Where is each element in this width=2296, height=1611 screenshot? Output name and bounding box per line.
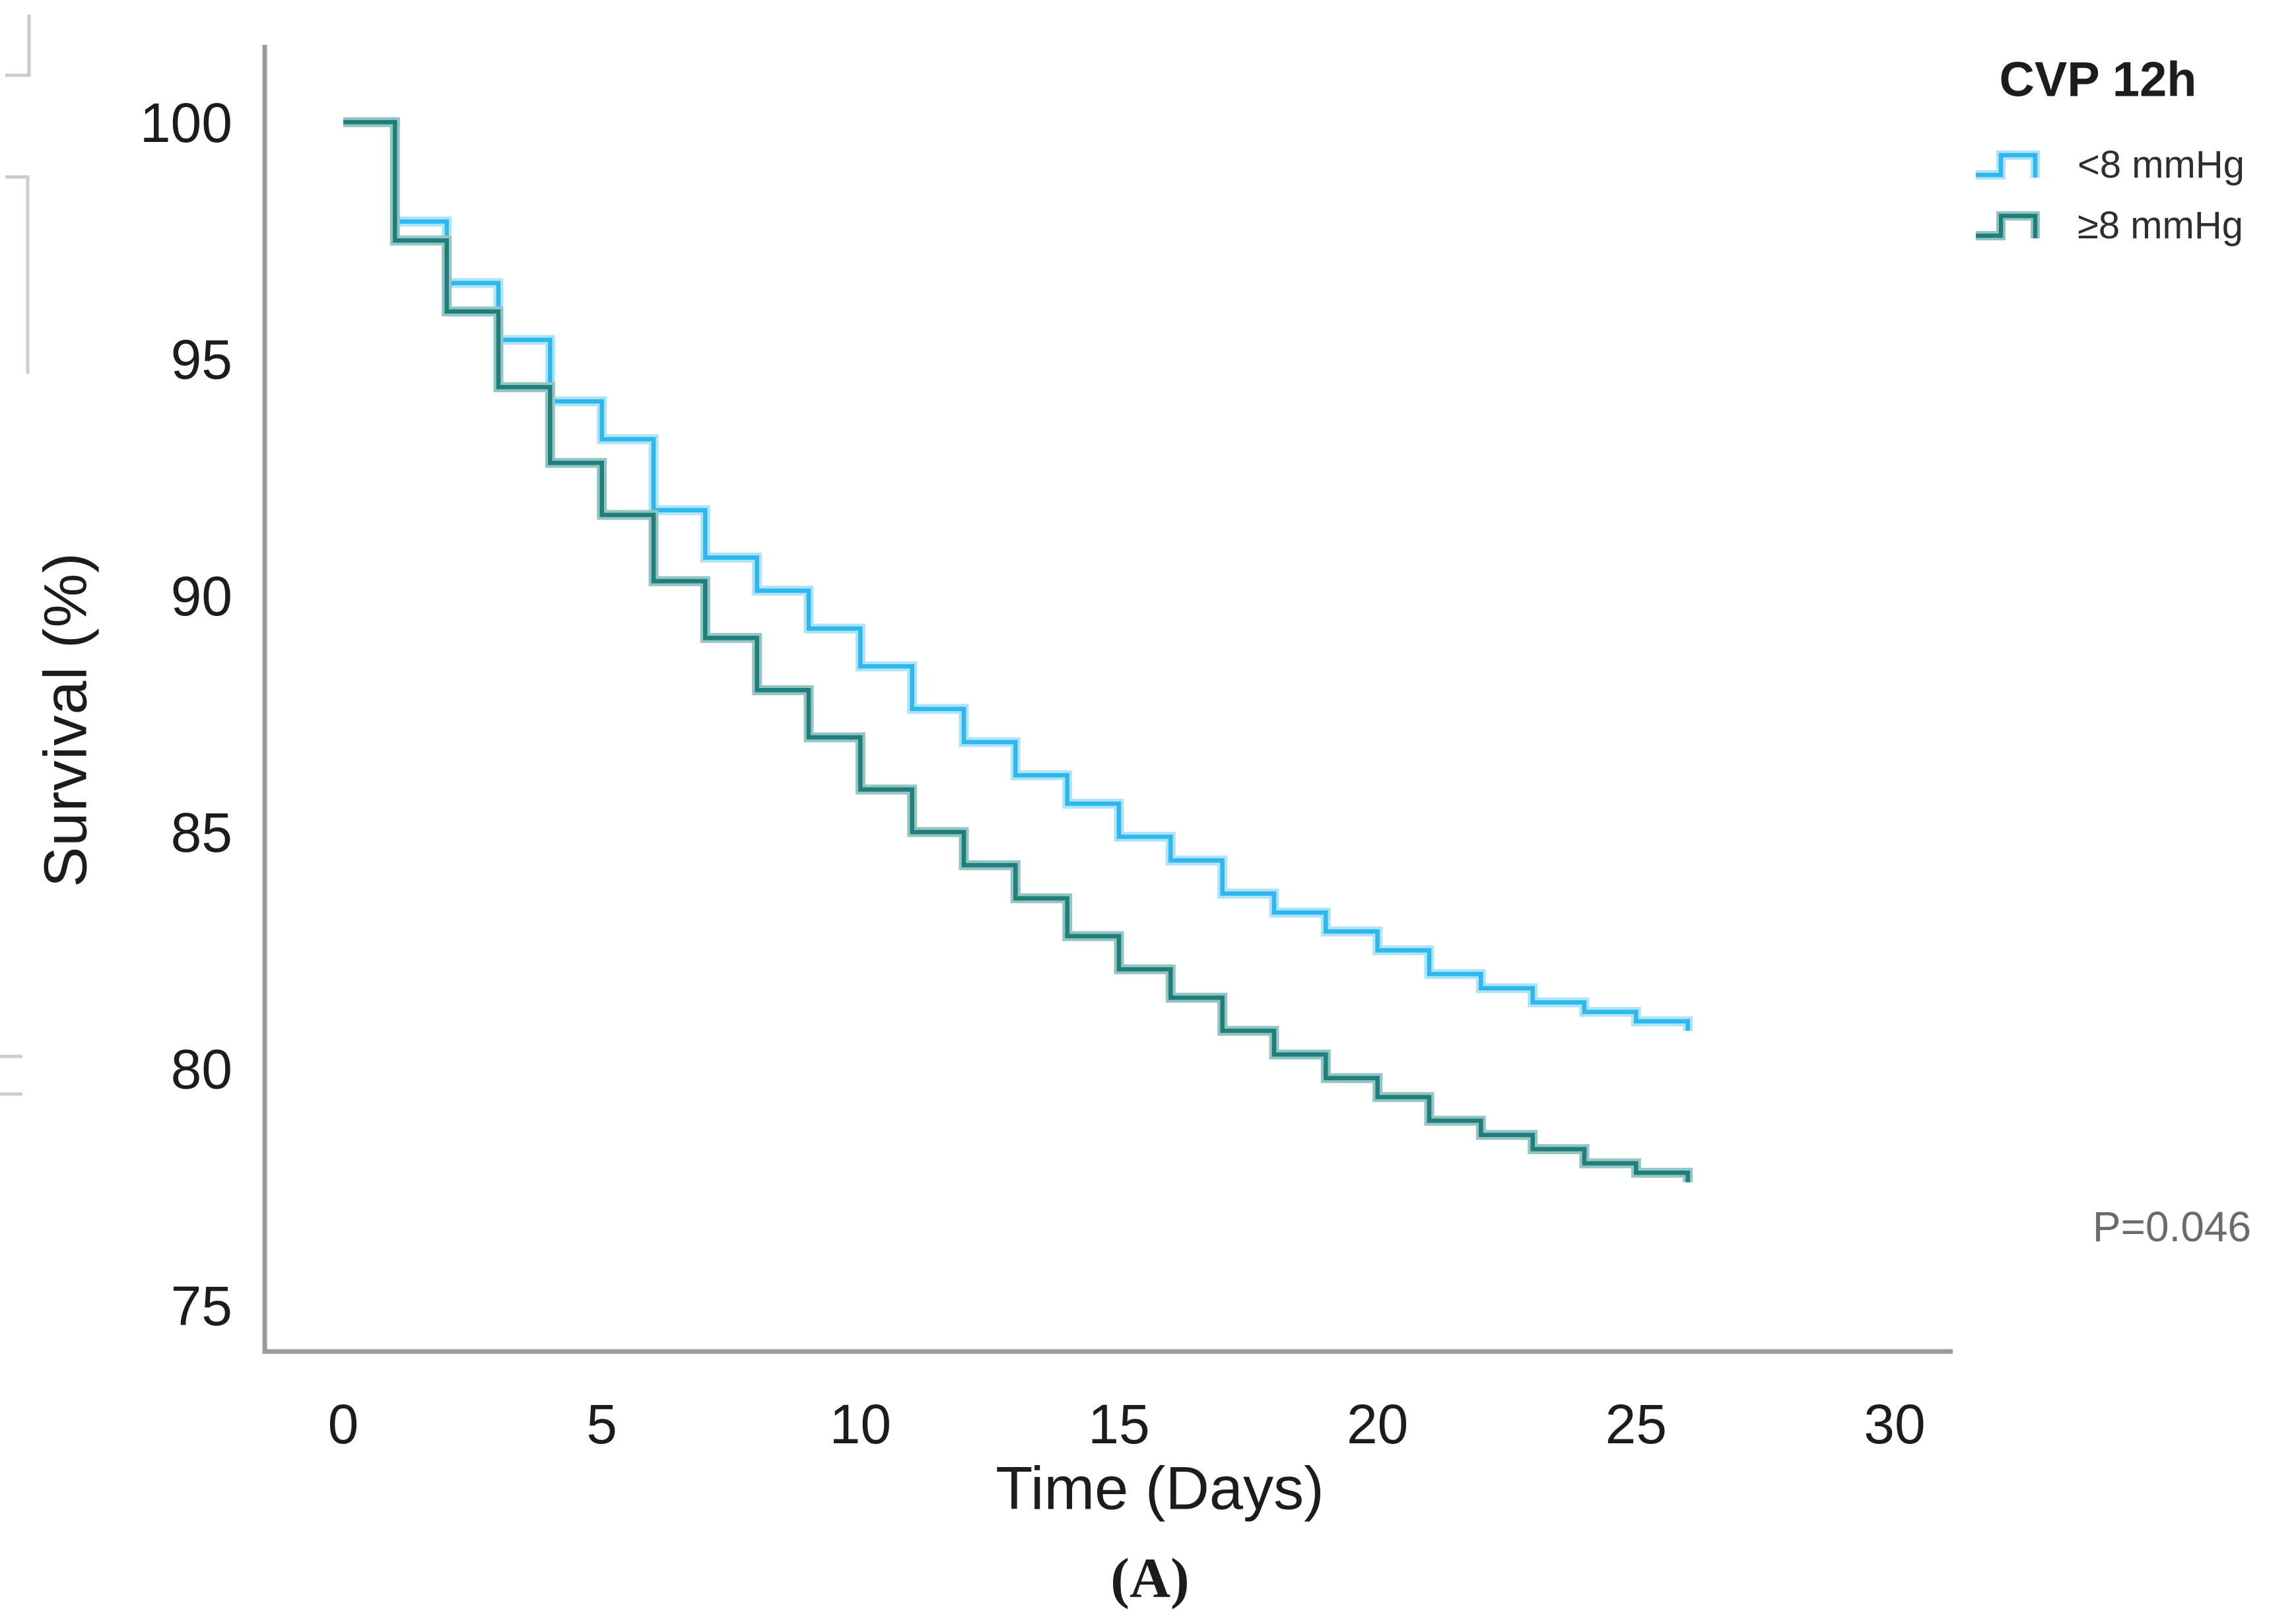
legend-title: CVP 12h xyxy=(1999,51,2197,107)
y-tick-label: 85 xyxy=(171,802,232,864)
y-tick-label: 100 xyxy=(140,92,232,154)
y-axis-title: Survival (%) xyxy=(32,552,100,887)
scan-artifact xyxy=(0,15,31,1096)
x-tick-label: 15 xyxy=(1088,1393,1149,1455)
legend-step-icon xyxy=(1976,211,2040,240)
x-axis-tick-labels: 0 5 10 15 20 25 30 xyxy=(328,1393,1926,1455)
legend-item: ≥8 mmHg xyxy=(1971,199,2245,251)
legend-item-label: <8 mmHg xyxy=(2077,143,2245,186)
legend: <8 mmHg ≥8 mmHg xyxy=(1971,139,2245,251)
y-tick-label: 95 xyxy=(171,328,232,390)
x-axis-title: Time (Days) xyxy=(996,1455,1324,1523)
curve-lt8mmhg xyxy=(343,120,1690,1031)
curve-halo-ge8mmhg xyxy=(343,117,1693,1183)
x-tick-label: 0 xyxy=(328,1393,359,1455)
x-tick-label: 5 xyxy=(586,1393,617,1455)
y-tick-label: 90 xyxy=(171,565,232,627)
x-tick-label: 25 xyxy=(1605,1393,1667,1455)
panel-label: (A) xyxy=(1110,1546,1190,1610)
legend-step-icon xyxy=(1976,151,2040,180)
p-value-annotation: P=0.046 xyxy=(2092,1203,2252,1251)
x-tick-label: 30 xyxy=(1864,1393,1925,1455)
y-axis-tick-labels: 100 95 90 85 80 75 xyxy=(140,92,232,1337)
survival-curves xyxy=(343,117,1693,1183)
legend-item-label: ≥8 mmHg xyxy=(2077,203,2243,247)
x-tick-label: 20 xyxy=(1347,1393,1408,1455)
legend-item: <8 mmHg xyxy=(1971,139,2245,190)
x-tick-label: 10 xyxy=(830,1393,891,1455)
curve-ge8mmhg xyxy=(343,120,1690,1183)
y-tick-label: 75 xyxy=(171,1275,232,1337)
y-tick-label: 80 xyxy=(171,1039,232,1101)
